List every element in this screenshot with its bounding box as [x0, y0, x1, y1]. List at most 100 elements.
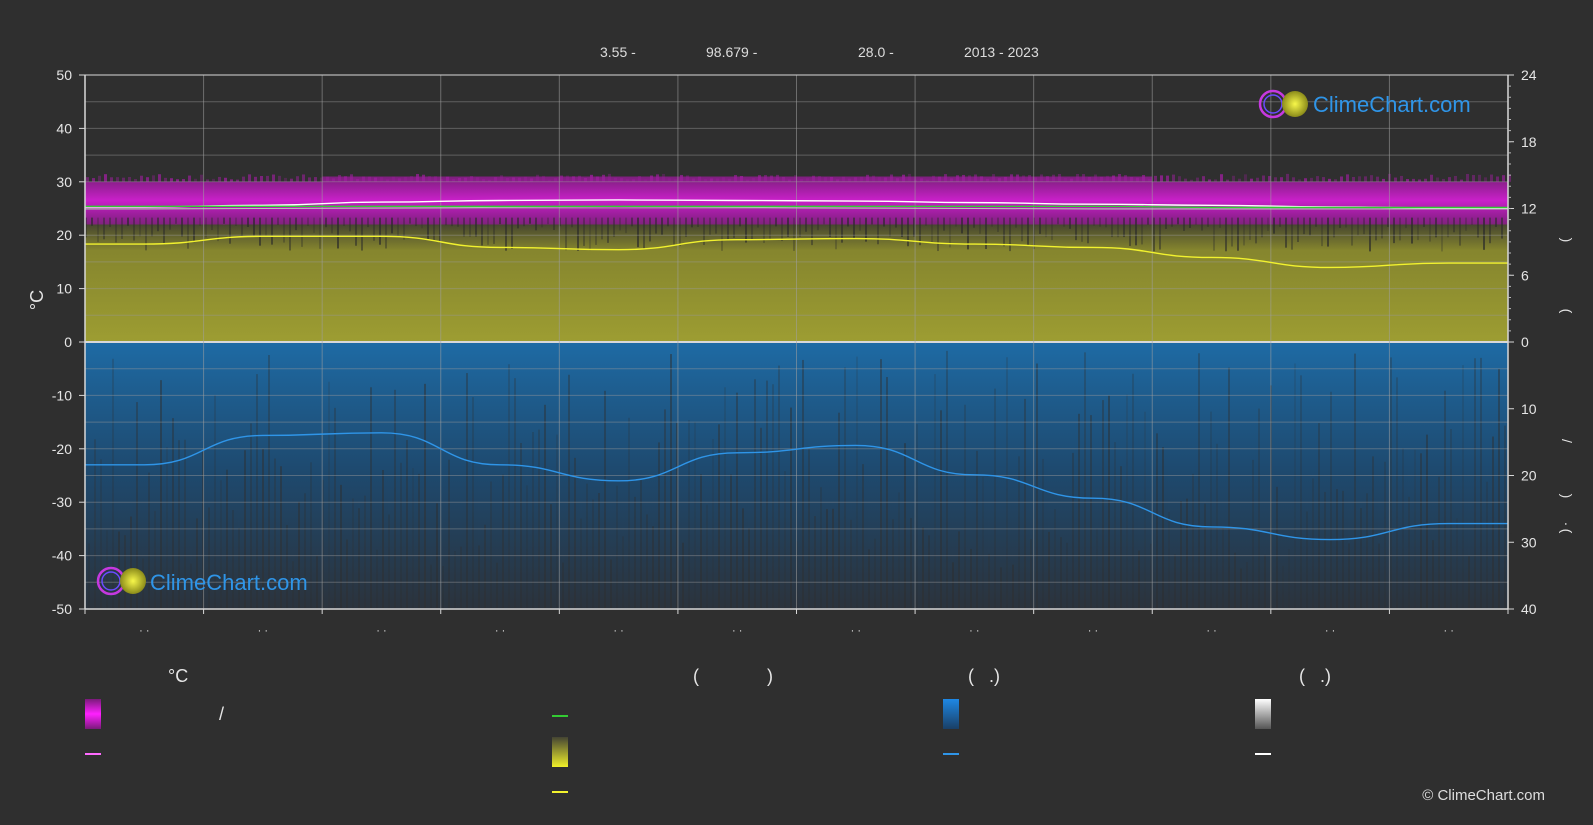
- sunshine-mean-swatch: [552, 791, 568, 793]
- rain-variation-stripe: [1084, 352, 1086, 609]
- temperature-variation-stripe: [242, 176, 245, 182]
- right-axis-glyph: ): [1559, 494, 1575, 499]
- temperature-variation-stripe: [824, 177, 827, 182]
- legend-snow-heading: ( .): [1299, 666, 1331, 686]
- rain-variation-stripe: [1462, 365, 1464, 609]
- rain-variation-stripe: [436, 503, 438, 609]
- month-tick-label: · ·: [495, 625, 505, 637]
- temperature-variation-stripe: [518, 177, 521, 182]
- temperature-variation-stripe: [1202, 176, 1205, 182]
- temperature-variation-stripe: [140, 175, 143, 182]
- logo-bottom: ClimeChart.com: [96, 566, 308, 596]
- rain-variation-stripe: [1210, 411, 1212, 609]
- rain-variation-stripe: [1474, 358, 1476, 609]
- temperature-variation-stripe: [920, 178, 923, 182]
- left-tick-label: 20: [56, 227, 72, 243]
- sunshine-variation-stripe: [1465, 217, 1467, 231]
- temperature-variation-stripe: [632, 179, 635, 182]
- sunshine-variation-stripe: [1219, 217, 1221, 228]
- temperature-variation-stripe: [890, 174, 893, 182]
- rain-variation-stripe: [1174, 554, 1176, 609]
- sunshine-variation-stripe: [697, 217, 699, 227]
- temperature-variation-stripe: [1064, 177, 1067, 182]
- rain-variation-stripe: [1426, 434, 1428, 609]
- temperature-variation-stripe: [1262, 175, 1265, 182]
- sunshine-variation-stripe: [541, 217, 543, 228]
- sunshine-variation-stripe: [985, 217, 987, 250]
- sunshine-variation-stripe: [1063, 217, 1065, 227]
- sunshine-variation-stripe: [1195, 217, 1197, 225]
- temperature-variation-stripe: [212, 178, 215, 182]
- sunshine-variation-stripe: [301, 217, 303, 247]
- sunshine-variation-stripe: [745, 217, 747, 243]
- sunshine-variation-stripe: [1255, 217, 1257, 244]
- rain-variation-stripe: [316, 555, 318, 609]
- sunshine-variation-stripe: [1309, 217, 1311, 236]
- rain-variation-stripe: [670, 354, 672, 609]
- rain-variation-stripe: [916, 424, 918, 609]
- temperature-variation-stripe: [1442, 178, 1445, 182]
- rain-variation-stripe: [880, 359, 882, 609]
- left-tick-label: 0: [64, 334, 72, 350]
- sunshine-variation-stripe: [1243, 217, 1245, 246]
- rain-variation-stripe: [172, 418, 174, 609]
- rain-variation-stripe: [862, 464, 864, 609]
- rain-variation-stripe: [490, 481, 492, 609]
- rain-variation-stripe: [1180, 501, 1182, 609]
- temperature-variation-stripe: [512, 177, 515, 182]
- sunshine-variation-stripe: [139, 217, 141, 237]
- rain-variation-stripe: [1090, 415, 1092, 609]
- sunshine-variation-stripe: [1411, 217, 1413, 244]
- rain-variation-stripe: [706, 504, 708, 609]
- sunshine-variation-stripe: [535, 217, 537, 231]
- temperature-variation-stripe: [668, 178, 671, 182]
- rain-variation-stripe: [868, 549, 870, 609]
- temperature-variation-stripe: [1130, 177, 1133, 182]
- sunshine-variation-stripe: [763, 217, 765, 243]
- temperature-variation-stripe: [806, 178, 809, 182]
- snow-mean-swatch: [1255, 753, 1271, 755]
- rain-variation-stripe: [154, 510, 156, 609]
- sunshine-variation-stripe: [1213, 217, 1215, 251]
- temperature-variation-stripe: [1406, 179, 1409, 182]
- rain-variation-stripe: [1378, 543, 1380, 609]
- temperature-variation-stripe: [1052, 174, 1055, 182]
- sunshine-variation-stripe: [721, 217, 723, 251]
- sunshine-variation-stripe: [331, 217, 333, 234]
- rain-variation-stripe: [364, 495, 366, 609]
- sunshine-variation-stripe: [1189, 217, 1191, 228]
- rain-range-swatch: [943, 699, 959, 729]
- rain-variation-stripe: [826, 509, 828, 609]
- temperature-variation-stripe: [164, 177, 167, 182]
- rain-variation-stripe: [1282, 565, 1284, 609]
- temperature-variation-stripe: [596, 176, 599, 182]
- sunshine-variation-stripe: [811, 217, 813, 246]
- temperature-variation-stripe: [284, 177, 287, 182]
- sunshine-variation-stripe: [637, 217, 639, 248]
- sunshine-variation-stripe: [1471, 217, 1473, 225]
- sunshine-variation-stripe: [163, 217, 165, 245]
- sunshine-variation-stripe: [793, 217, 795, 251]
- rain-variation-stripe: [232, 510, 234, 609]
- rain-variation-stripe: [1330, 391, 1332, 609]
- temperature-variation-stripe: [578, 175, 581, 182]
- temperature-variation-stripe: [1430, 174, 1433, 182]
- rain-variation-stripe: [424, 383, 426, 609]
- temperature-variation-stripe: [650, 175, 653, 182]
- temperature-variation-stripe: [386, 179, 389, 182]
- rain-variation-stripe: [442, 566, 444, 609]
- rain-variation-stripe: [676, 422, 678, 609]
- legend-temp-heading: °C: [168, 666, 189, 686]
- rain-variation-stripe: [100, 459, 102, 609]
- copyright-text: © ClimeChart.com: [1422, 787, 1545, 804]
- temperature-variation-stripe: [656, 174, 659, 182]
- rain-variation-stripe: [616, 485, 618, 609]
- temperature-variation-stripe: [122, 177, 125, 182]
- temperature-variation-stripe: [1028, 175, 1031, 182]
- rain-variation-stripe: [220, 480, 222, 609]
- temperature-variation-stripe: [1448, 177, 1451, 182]
- temperature-variation-stripe: [734, 175, 737, 182]
- sunshine-variation-stripe: [313, 217, 315, 233]
- month-tick-label: · ·: [139, 625, 149, 637]
- rain-variation-stripe: [394, 389, 396, 609]
